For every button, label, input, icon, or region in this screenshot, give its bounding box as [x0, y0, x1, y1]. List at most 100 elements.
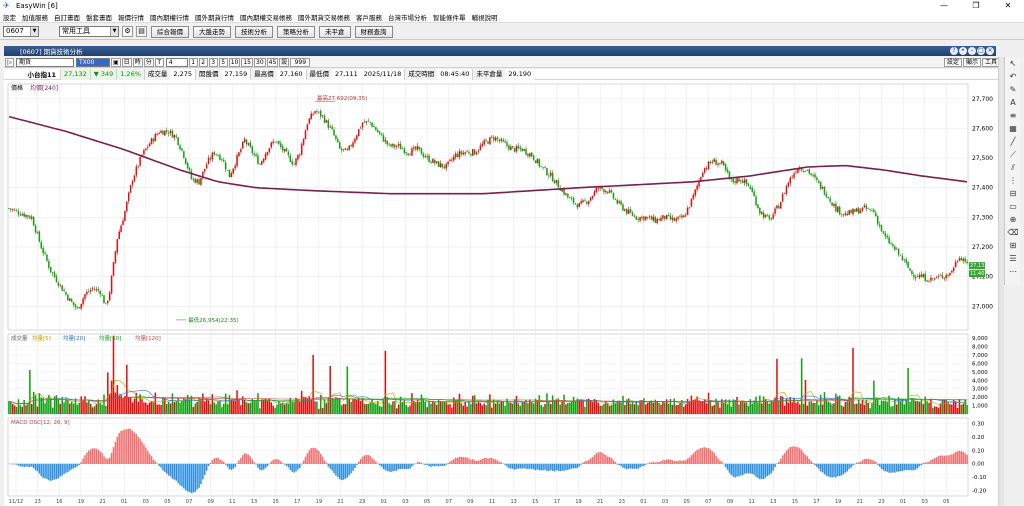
eraser-icon[interactable]: ⌫ — [1007, 228, 1019, 237]
interval-button[interactable]: 3 — [208, 57, 218, 67]
tool-combo[interactable]: 常用工具 ▼ — [59, 26, 119, 37]
cursor-icon[interactable]: ↖ — [1009, 59, 1017, 68]
menu-item[interactable]: 輔視說明 — [471, 14, 498, 22]
financial-query-button[interactable]: 財務查詢 — [354, 25, 393, 38]
candle — [842, 214, 845, 215]
interval-button[interactable]: 1 — [188, 57, 198, 67]
menu-item[interactable]: 自訂畫面 — [54, 14, 80, 22]
strategy-analysis-button[interactable]: 策略分析 — [277, 25, 315, 38]
macd-osc-bar — [78, 463, 81, 465]
grid-icon[interactable]: ▦ — [1009, 124, 1017, 133]
volume-bar — [405, 405, 408, 414]
candle — [152, 138, 155, 142]
lock-icon[interactable]: ⊞ — [1009, 241, 1017, 250]
macd-tick-label: -0.20 — [972, 489, 987, 495]
settings-button[interactable]: 設定 — [943, 58, 962, 67]
period-minute[interactable]: 分 — [143, 57, 154, 67]
candle — [249, 142, 252, 148]
menu-item[interactable]: 加值服務 — [22, 14, 48, 22]
maximize-icon[interactable]: □ — [977, 47, 985, 55]
candle — [74, 304, 77, 308]
period-hour[interactable]: 時 — [132, 57, 143, 67]
settings-icon[interactable]: ☰ — [1009, 254, 1017, 263]
volume-bar — [821, 404, 824, 414]
period-tick[interactable]: T — [154, 57, 164, 67]
interval-button[interactable]: 10 — [228, 57, 241, 67]
lines-icon[interactable]: ≡ — [1009, 111, 1017, 120]
play-icon[interactable]: ▷ — [5, 57, 14, 67]
market-combo[interactable]: 期貨 — [16, 57, 74, 67]
gear-icon[interactable]: ⚙ — [122, 26, 133, 37]
pin-icon[interactable]: • — [959, 47, 967, 55]
text-icon[interactable]: A — [1010, 98, 1016, 107]
market-trend-button[interactable]: 大盤走勢 — [193, 25, 231, 38]
interval-button[interactable]: 45 — [266, 57, 279, 67]
close-icon[interactable]: ✕ — [1004, 1, 1012, 10]
macd-osc-bar — [36, 463, 39, 472]
interval-button[interactable]: 2 — [198, 57, 208, 67]
interval-button[interactable]: 15 — [241, 57, 253, 67]
volume-bar — [740, 401, 742, 414]
custom-interval-label[interactable]: 設 — [279, 57, 290, 67]
interval-combo[interactable]: 4 — [165, 57, 188, 67]
menu-item[interactable]: 國外期貨交易帳務 — [298, 14, 350, 22]
minimize-icon[interactable]: – — [968, 47, 976, 55]
minimize-icon[interactable]: — — [940, 1, 948, 10]
candle — [684, 215, 687, 217]
macd-osc-bar — [627, 463, 630, 469]
volume-bar — [551, 395, 554, 414]
menu-item[interactable]: 智能條件單 — [433, 14, 466, 22]
shape-icon[interactable]: ▭ — [1009, 202, 1017, 211]
macd-osc-bar — [838, 463, 841, 477]
menu-item[interactable]: 盤套畫面 — [86, 14, 112, 22]
undo-icon[interactable]: ↶ — [1009, 72, 1017, 81]
menu-item[interactable]: 國外期貨行情 — [195, 14, 234, 22]
volume-bar — [643, 398, 645, 414]
trendline-icon[interactable]: ╱ — [1010, 137, 1016, 146]
page-code-combo[interactable]: 0607 ▼ — [3, 26, 39, 37]
volume-bar — [278, 401, 280, 414]
interval-button[interactable]: 30 — [254, 57, 266, 67]
custom-interval-value[interactable]: 999 — [290, 57, 311, 67]
macd-osc-bar — [751, 463, 753, 474]
candle — [561, 189, 563, 192]
help-icon[interactable]: ? — [950, 47, 958, 55]
more-icon[interactable]: ⋯ — [1009, 267, 1017, 276]
volume-legend: 均量[120] — [135, 334, 161, 342]
candle — [690, 198, 693, 207]
symbol-combo[interactable]: TX00 — [76, 57, 110, 67]
interval-button[interactable]: 5 — [218, 57, 228, 67]
window-controls: — ❐ ✕ — [928, 0, 1024, 12]
vertical-scrollbar[interactable] — [998, 57, 1004, 506]
macd-osc-bar — [587, 459, 590, 465]
quote-button[interactable]: 綜合報價 — [151, 25, 189, 38]
menu-item[interactable]: 國內期權交易帳務 — [240, 14, 292, 22]
menu-item[interactable]: 客戶服務 — [356, 14, 382, 22]
ray-icon[interactable]: ⟋ — [1010, 150, 1016, 159]
menu-item[interactable]: 國內期權行情 — [150, 14, 189, 22]
channel-icon[interactable]: ⫽ — [1011, 163, 1015, 172]
fibonacci-icon[interactable]: ⋮ — [1009, 176, 1017, 185]
volume-bar — [346, 366, 349, 414]
pencil-icon[interactable]: ✎ — [1009, 85, 1017, 94]
display-button[interactable]: 顯示 — [962, 58, 981, 67]
restore-icon[interactable]: ❐ — [972, 1, 980, 10]
open-interest-button[interactable]: 未平倉 — [319, 25, 351, 38]
macd-osc-bar — [730, 463, 733, 475]
volume-bar — [713, 405, 715, 414]
macd-osc-bar — [656, 461, 658, 465]
technical-analysis-button[interactable]: 技術分析 — [235, 25, 273, 38]
menu-item[interactable]: 設定 — [3, 14, 16, 22]
measure-icon[interactable]: ⊟ — [1009, 189, 1017, 198]
technical-chart[interactable]: 11/12 13 16 19 21 01 03 05 07 09 11 13 15 17 19 21 23 01 0… — [4, 80, 998, 506]
layout-icon[interactable]: ▤ — [136, 26, 147, 37]
zoom-icon[interactable]: ⊕ — [1009, 215, 1017, 224]
volume-bar — [700, 401, 702, 414]
volume-bar — [665, 399, 668, 414]
menu-item[interactable]: 報價行情 — [118, 14, 144, 22]
close-icon[interactable]: × — [986, 47, 994, 55]
menu-item[interactable]: 台灣市場分析 — [388, 14, 427, 22]
period-day[interactable]: 日 — [121, 57, 132, 67]
folder-icon[interactable]: ▣ — [111, 57, 121, 67]
market-value: 期貨 — [19, 58, 32, 66]
